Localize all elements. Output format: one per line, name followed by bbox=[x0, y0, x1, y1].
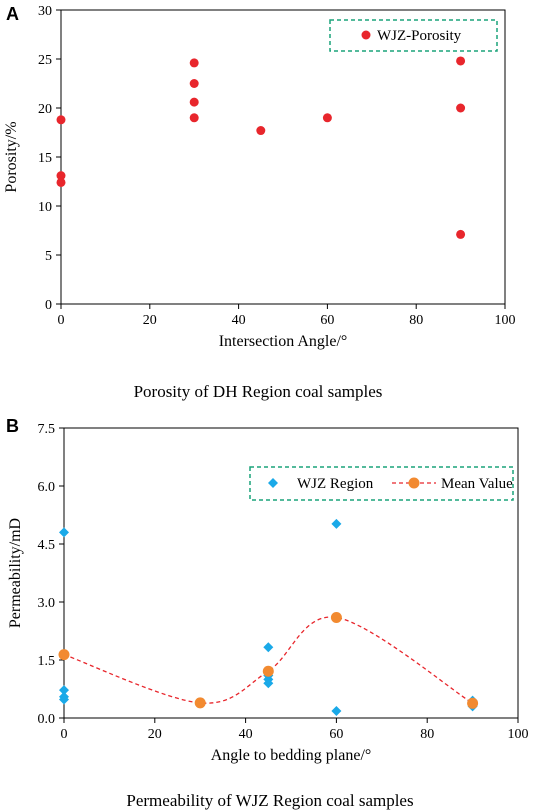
wjz-region-point bbox=[263, 678, 274, 689]
porosity-point bbox=[189, 58, 199, 68]
permeability-plot-frame bbox=[63, 427, 519, 719]
porosity-x-tick-label: 80 bbox=[409, 313, 423, 328]
porosity-y-tick-label: 10 bbox=[38, 200, 52, 215]
porosity-x-tick-label: 60 bbox=[320, 313, 334, 328]
permeability-y-tick-label: 3.0 bbox=[38, 596, 56, 611]
permeability-x-tick-label: 0 bbox=[61, 727, 68, 742]
mean-value-point bbox=[262, 665, 274, 677]
wjz-region-point bbox=[59, 527, 69, 538]
porosity-point bbox=[456, 229, 466, 239]
porosity-point bbox=[56, 115, 66, 125]
porosity-legend-marker bbox=[361, 30, 371, 40]
permeability-legend: WJZ Region Mean Value bbox=[249, 466, 514, 501]
porosity-y-tick-label: 25 bbox=[38, 53, 52, 68]
porosity-y-tick-label: 20 bbox=[38, 102, 52, 117]
mean-value-point bbox=[330, 611, 342, 623]
permeability-x-axis-label: Angle to bedding plane/° bbox=[211, 747, 372, 764]
permeability-y-tick-label: 0.0 bbox=[38, 712, 56, 727]
porosity-point bbox=[189, 97, 199, 107]
porosity-legend: WJZ-Porosity bbox=[329, 19, 498, 52]
permeability-y-tick-label: 4.5 bbox=[38, 538, 56, 553]
permeability-y-tick-label: 7.5 bbox=[38, 422, 56, 437]
mean-value-point bbox=[467, 697, 479, 709]
panel-a: A 0 20 40 60 80 100 0 5 10 15 20 25 30 Intersection A… bbox=[3, 4, 516, 401]
porosity-y-tick-label: 5 bbox=[45, 249, 52, 264]
porosity-point bbox=[56, 171, 66, 181]
porosity-x-tick-label: 0 bbox=[58, 313, 65, 328]
permeability-x-tick-label: 40 bbox=[239, 727, 253, 742]
porosity-x-axis-label: Intersection Angle/° bbox=[219, 333, 348, 350]
permeability-legend-frame bbox=[249, 466, 514, 501]
mean-value-point bbox=[58, 649, 70, 661]
porosity-point bbox=[189, 113, 199, 123]
porosity-x-tick-label: 40 bbox=[232, 313, 246, 328]
legend-mean-value-label: Mean Value bbox=[441, 476, 513, 492]
porosity-point bbox=[189, 79, 199, 88]
porosity-y-tick-label: 30 bbox=[38, 4, 52, 19]
wjz-region-point bbox=[331, 518, 342, 529]
panel-b-letter: B bbox=[6, 416, 19, 436]
wjz-region-point bbox=[59, 685, 69, 696]
panel-a-caption: Porosity of DH Region coal samples bbox=[134, 382, 383, 401]
porosity-y-tick-label: 15 bbox=[38, 151, 52, 166]
porosity-chart: 0 20 40 60 80 100 0 5 10 15 20 25 30 Intersection Ang… bbox=[3, 4, 516, 350]
permeability-x-tick-label: 20 bbox=[148, 727, 162, 742]
permeability-y-tick-label: 6.0 bbox=[38, 480, 56, 495]
legend-wjz-region-marker bbox=[268, 478, 278, 488]
permeability-y-axis-label: Permeability/mD bbox=[7, 518, 24, 628]
wjz-region-point bbox=[331, 706, 342, 717]
porosity-x-tick-label: 100 bbox=[495, 313, 516, 328]
panel-b: B 0 20 40 60 80 100 0.0 1.5 3.0 4.5 6.0 7.5 Angle to… bbox=[6, 416, 529, 810]
porosity-point bbox=[322, 113, 332, 123]
legend-wjz-region-label: WJZ Region bbox=[297, 476, 374, 492]
legend-mean-value-marker bbox=[408, 477, 420, 489]
porosity-legend-label: WJZ-Porosity bbox=[377, 28, 462, 44]
porosity-point bbox=[456, 56, 466, 66]
panel-a-letter: A bbox=[6, 4, 19, 24]
permeability-y-tick-label: 1.5 bbox=[38, 654, 56, 669]
permeability-x-tick-label: 60 bbox=[329, 727, 343, 742]
porosity-y-axis-label: Porosity/% bbox=[3, 121, 20, 192]
porosity-point bbox=[256, 126, 266, 136]
porosity-y-tick-label: 0 bbox=[45, 298, 52, 313]
porosity-point bbox=[456, 103, 466, 113]
porosity-plot-frame bbox=[60, 9, 506, 305]
permeability-x-tick-label: 80 bbox=[420, 727, 434, 742]
permeability-chart: 0 20 40 60 80 100 0.0 1.5 3.0 4.5 6.0 7.5 Angle to b… bbox=[7, 422, 529, 764]
wjz-region-point bbox=[59, 694, 69, 705]
wjz-region-point bbox=[263, 642, 274, 653]
mean-value-line bbox=[63, 616, 473, 704]
porosity-legend-frame bbox=[329, 19, 498, 52]
porosity-x-tick-label: 20 bbox=[143, 313, 157, 328]
mean-value-point bbox=[194, 697, 206, 709]
permeability-x-tick-label: 100 bbox=[508, 727, 529, 742]
porosity-point bbox=[56, 177, 66, 187]
panel-b-caption: Permeability of WJZ Region coal samples bbox=[126, 791, 413, 810]
